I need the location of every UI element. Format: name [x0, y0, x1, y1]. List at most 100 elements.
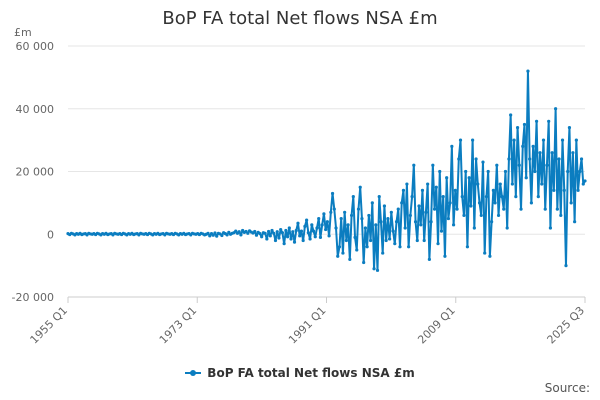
data-point[interactable] — [356, 207, 361, 211]
data-point[interactable] — [389, 210, 393, 214]
data-point[interactable] — [479, 213, 483, 218]
data-point[interactable] — [488, 254, 492, 258]
data-point[interactable] — [581, 182, 585, 186]
data-point[interactable] — [509, 113, 513, 117]
data-point[interactable] — [344, 238, 348, 243]
data-point[interactable] — [515, 125, 520, 130]
data-point[interactable] — [211, 233, 215, 237]
data-point[interactable] — [486, 169, 490, 174]
data-point[interactable] — [446, 216, 451, 221]
data-point[interactable] — [296, 221, 300, 225]
data-point[interactable] — [355, 248, 359, 252]
data-point[interactable] — [311, 229, 316, 233]
data-point[interactable] — [206, 231, 210, 235]
data-point[interactable] — [407, 245, 411, 249]
data-point[interactable] — [505, 226, 509, 230]
data-point[interactable] — [557, 157, 561, 161]
data-point[interactable] — [540, 182, 544, 186]
data-point[interactable] — [429, 220, 433, 224]
data-point[interactable] — [462, 213, 466, 218]
data-point[interactable] — [360, 216, 364, 221]
data-point[interactable] — [239, 233, 243, 237]
data-point[interactable] — [528, 157, 532, 161]
data-point[interactable] — [419, 223, 423, 227]
data-point[interactable] — [298, 234, 302, 238]
data-point[interactable] — [351, 195, 355, 199]
data-point[interactable] — [308, 237, 312, 241]
data-point[interactable] — [388, 237, 392, 241]
data-point[interactable] — [571, 151, 575, 155]
data-point[interactable] — [317, 216, 321, 221]
data-point[interactable] — [367, 213, 371, 218]
data-point[interactable] — [412, 163, 416, 167]
data-point[interactable] — [469, 204, 473, 208]
data-point[interactable] — [458, 138, 463, 142]
data-point[interactable] — [502, 207, 506, 211]
data-point[interactable] — [445, 176, 449, 180]
data-point[interactable] — [514, 195, 518, 199]
data-point[interactable] — [277, 236, 281, 240]
data-point[interactable] — [320, 223, 324, 227]
data-point[interactable] — [400, 201, 404, 205]
data-point[interactable] — [405, 182, 409, 186]
data-point[interactable] — [574, 138, 578, 142]
data-point[interactable] — [343, 210, 347, 214]
data-point[interactable] — [467, 176, 471, 180]
data-point[interactable] — [413, 220, 418, 224]
data-point[interactable] — [306, 231, 310, 235]
data-point[interactable] — [336, 254, 340, 258]
data-point[interactable] — [301, 238, 305, 243]
data-point[interactable] — [353, 235, 357, 239]
data-point[interactable] — [476, 182, 480, 186]
data-point[interactable] — [560, 138, 565, 142]
data-point[interactable] — [384, 238, 388, 243]
data-point[interactable] — [325, 220, 329, 224]
data-point[interactable] — [303, 224, 307, 229]
data-point[interactable] — [349, 213, 354, 218]
data-point[interactable] — [426, 182, 430, 186]
data-point[interactable] — [258, 232, 262, 236]
data-point[interactable] — [441, 195, 445, 199]
data-point[interactable] — [292, 240, 297, 244]
data-point[interactable] — [294, 228, 298, 233]
data-point[interactable] — [377, 195, 381, 199]
data-point[interactable] — [543, 207, 547, 211]
data-point[interactable] — [313, 235, 317, 239]
data-point[interactable] — [451, 223, 456, 227]
data-point[interactable] — [341, 251, 345, 255]
data-point[interactable] — [396, 207, 400, 211]
data-point[interactable] — [305, 218, 309, 222]
data-point[interactable] — [348, 257, 352, 261]
data-point[interactable] — [346, 223, 350, 227]
data-point[interactable] — [372, 267, 376, 271]
data-point[interactable] — [265, 237, 269, 241]
data-point[interactable] — [545, 163, 549, 167]
data-point[interactable] — [254, 233, 259, 237]
data-point[interactable] — [524, 176, 528, 180]
data-point[interactable] — [327, 234, 331, 238]
data-point[interactable] — [285, 235, 290, 239]
data-point[interactable] — [234, 229, 238, 233]
data-point[interactable] — [436, 242, 440, 246]
data-point[interactable] — [291, 230, 295, 234]
data-point[interactable] — [246, 231, 250, 235]
data-point[interactable] — [334, 226, 338, 230]
data-point[interactable] — [533, 169, 537, 174]
data-point[interactable] — [268, 234, 272, 238]
data-point[interactable] — [569, 201, 573, 205]
data-point[interactable] — [284, 228, 288, 233]
data-point[interactable] — [215, 234, 219, 238]
data-point[interactable] — [555, 207, 559, 211]
data-point[interactable] — [455, 207, 459, 211]
data-point[interactable] — [496, 213, 501, 218]
data-point[interactable] — [339, 216, 343, 221]
data-point[interactable] — [529, 201, 533, 205]
data-point[interactable] — [579, 157, 584, 161]
data-point[interactable] — [490, 220, 494, 224]
data-point[interactable] — [332, 207, 336, 211]
data-point[interactable] — [566, 169, 570, 174]
data-point[interactable] — [432, 207, 437, 211]
data-point[interactable] — [517, 163, 521, 167]
data-point[interactable] — [358, 185, 362, 189]
data-point[interactable] — [576, 188, 580, 192]
